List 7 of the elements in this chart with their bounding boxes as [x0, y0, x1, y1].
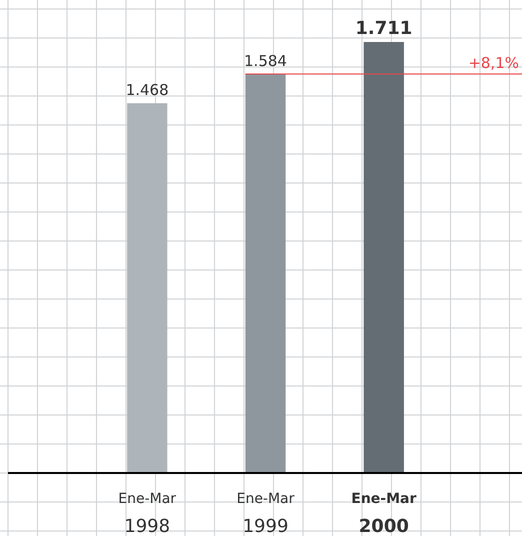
data-label: 1.468 [126, 81, 169, 100]
x-tick-label: Ene-Mar 1999 [236, 491, 295, 536]
x-tick-label: Ene-Mar 1998 [118, 491, 176, 536]
annotation: +8,1% [468, 54, 519, 72]
x-tick-label: Ene-Mar 2000 [351, 491, 416, 536]
data-label: 1.584 [244, 52, 287, 70]
data-label: 1.711 [355, 18, 412, 39]
